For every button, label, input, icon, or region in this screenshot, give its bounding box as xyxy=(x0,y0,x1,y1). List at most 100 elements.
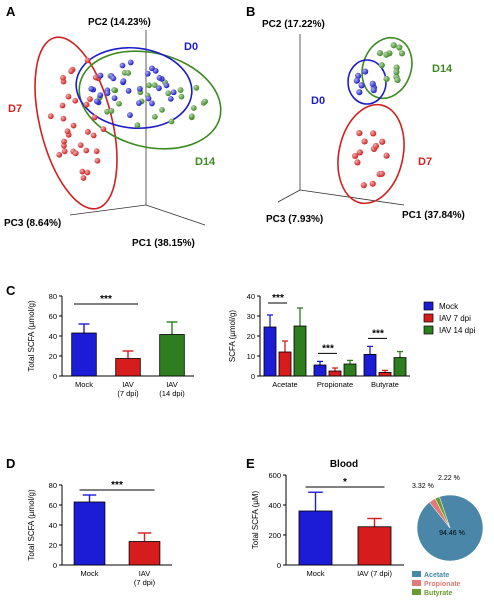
d7-point xyxy=(68,68,75,75)
y-tick-label: 30 xyxy=(247,312,255,321)
legend-label: Butyrate xyxy=(424,590,453,597)
pc1-axis-label: PC1 (38.15%) xyxy=(132,238,195,249)
y-axis-label: Total SCFA (µM) xyxy=(251,490,260,549)
d0-point xyxy=(356,89,363,96)
d14-point xyxy=(108,108,115,114)
d7-point xyxy=(64,128,71,135)
d0-point xyxy=(358,82,365,89)
x-category-label: Acetate xyxy=(272,380,297,389)
x-category-label: IAV xyxy=(139,569,151,578)
d0-point xyxy=(149,65,155,72)
bar xyxy=(378,372,392,377)
legend-label: Acetate xyxy=(424,572,449,579)
d0-point xyxy=(120,78,127,85)
d14-point xyxy=(151,82,158,89)
legend-label: IAV 7 dpi xyxy=(439,314,471,323)
d14-point xyxy=(177,87,184,93)
y-tick-label: 40 xyxy=(49,332,57,341)
pc1-axis-label: PC1 (37.84%) xyxy=(402,210,465,221)
d7-point xyxy=(383,152,390,159)
d7-point xyxy=(60,74,66,81)
pcoa-plot-b: PC2 (17.22%) PC3 (7.93%) PC1 (37.84%) D0 D14… xyxy=(262,19,465,225)
bar xyxy=(115,358,141,377)
total-scfa-bar-chart-d: 0 20 40 60 80 Total SCFA (µmol/g) Mock IAV(7 dp… xyxy=(27,480,172,587)
legend-label: Propionate xyxy=(424,581,461,588)
d0-ellipse xyxy=(75,46,193,130)
chart-title: Blood xyxy=(330,459,358,470)
pc3-axis-label: PC3 (7.93%) xyxy=(266,214,323,225)
significance-marker: *** xyxy=(372,328,384,339)
blood-scfa-bar-chart-e: 0 200 400 600 Total SCFA (µM) Mock IAV (7 dpi)… xyxy=(251,459,404,578)
y-tick-label: 20 xyxy=(49,352,57,361)
d14-point xyxy=(396,44,403,51)
d7-point xyxy=(70,122,77,129)
pc1-axis-line xyxy=(145,204,206,226)
d7-point xyxy=(87,96,93,102)
d7-point xyxy=(370,130,377,137)
panel-label-e: E xyxy=(246,456,255,471)
bar xyxy=(343,363,357,377)
x-category-label: (7 dpi) xyxy=(117,389,139,398)
d14-point xyxy=(178,93,185,100)
d7-point xyxy=(356,149,364,156)
d0-point xyxy=(370,87,377,94)
d0-point xyxy=(127,112,133,118)
d7-point xyxy=(83,101,90,108)
d0-point xyxy=(127,59,134,66)
legend-swatch xyxy=(423,301,434,311)
d0-point xyxy=(167,95,174,102)
legend-swatch xyxy=(412,571,421,577)
x-category-label: Propionate xyxy=(317,380,353,389)
bar xyxy=(298,510,333,566)
d7-ellipse xyxy=(34,36,118,210)
d7-point xyxy=(77,142,84,149)
d14-ellipse xyxy=(361,36,413,100)
pcoa-plot-a: PC2 (14.23%) PC3 (8.64%) PC1 (38.15%) D0 D7 D… xyxy=(4,17,222,249)
d14-point xyxy=(393,64,400,71)
d0-point xyxy=(88,85,95,92)
d0-point xyxy=(156,74,163,81)
bar xyxy=(313,364,327,377)
significance-marker: * xyxy=(343,477,347,488)
d7-point xyxy=(47,113,54,120)
d7-point xyxy=(94,157,101,164)
x-category-label: Butyrate xyxy=(371,380,399,389)
d0-point xyxy=(97,92,104,99)
x-category-label: IAV (7 dpi) xyxy=(357,569,392,578)
significance-marker: *** xyxy=(111,480,123,491)
x-category-label: (14 dpi) xyxy=(159,389,185,398)
d14-point xyxy=(398,50,406,57)
d14-point xyxy=(390,42,397,49)
d14-point xyxy=(104,108,110,115)
d14-point xyxy=(159,106,165,113)
bar xyxy=(357,526,392,566)
pc3-axis-line xyxy=(69,204,147,216)
d0-point xyxy=(145,95,152,102)
d7-point xyxy=(369,180,376,187)
bar xyxy=(128,541,161,566)
pie-slice-label: 2.22 % xyxy=(438,475,460,482)
legend-label: Mock xyxy=(439,302,459,311)
x-category-label: Mock xyxy=(81,569,99,578)
bar xyxy=(159,334,185,377)
d0-point xyxy=(354,72,362,79)
pc2-axis-label: PC2 (14.23%) xyxy=(88,17,151,28)
x-category-label: IAV xyxy=(122,380,134,389)
bar xyxy=(293,325,307,377)
bar xyxy=(73,501,106,566)
d14-group-label: D14 xyxy=(432,63,453,75)
significance-marker: *** xyxy=(272,293,284,304)
d0-point xyxy=(97,72,104,79)
d0-point xyxy=(104,90,111,97)
y-axis-label: Total SCFA (µmol/g) xyxy=(27,489,36,561)
d14-point xyxy=(202,98,208,105)
d0-point xyxy=(353,77,360,84)
bar xyxy=(278,351,292,377)
pie-slice xyxy=(434,496,451,529)
y-tick-label: 0 xyxy=(53,561,57,570)
y-tick-label: 20 xyxy=(49,541,57,550)
d0-point xyxy=(170,89,177,96)
pie-slice-label: 3.32 % xyxy=(412,483,434,490)
panel-label-a: A xyxy=(6,4,16,19)
d7-point xyxy=(91,114,98,121)
